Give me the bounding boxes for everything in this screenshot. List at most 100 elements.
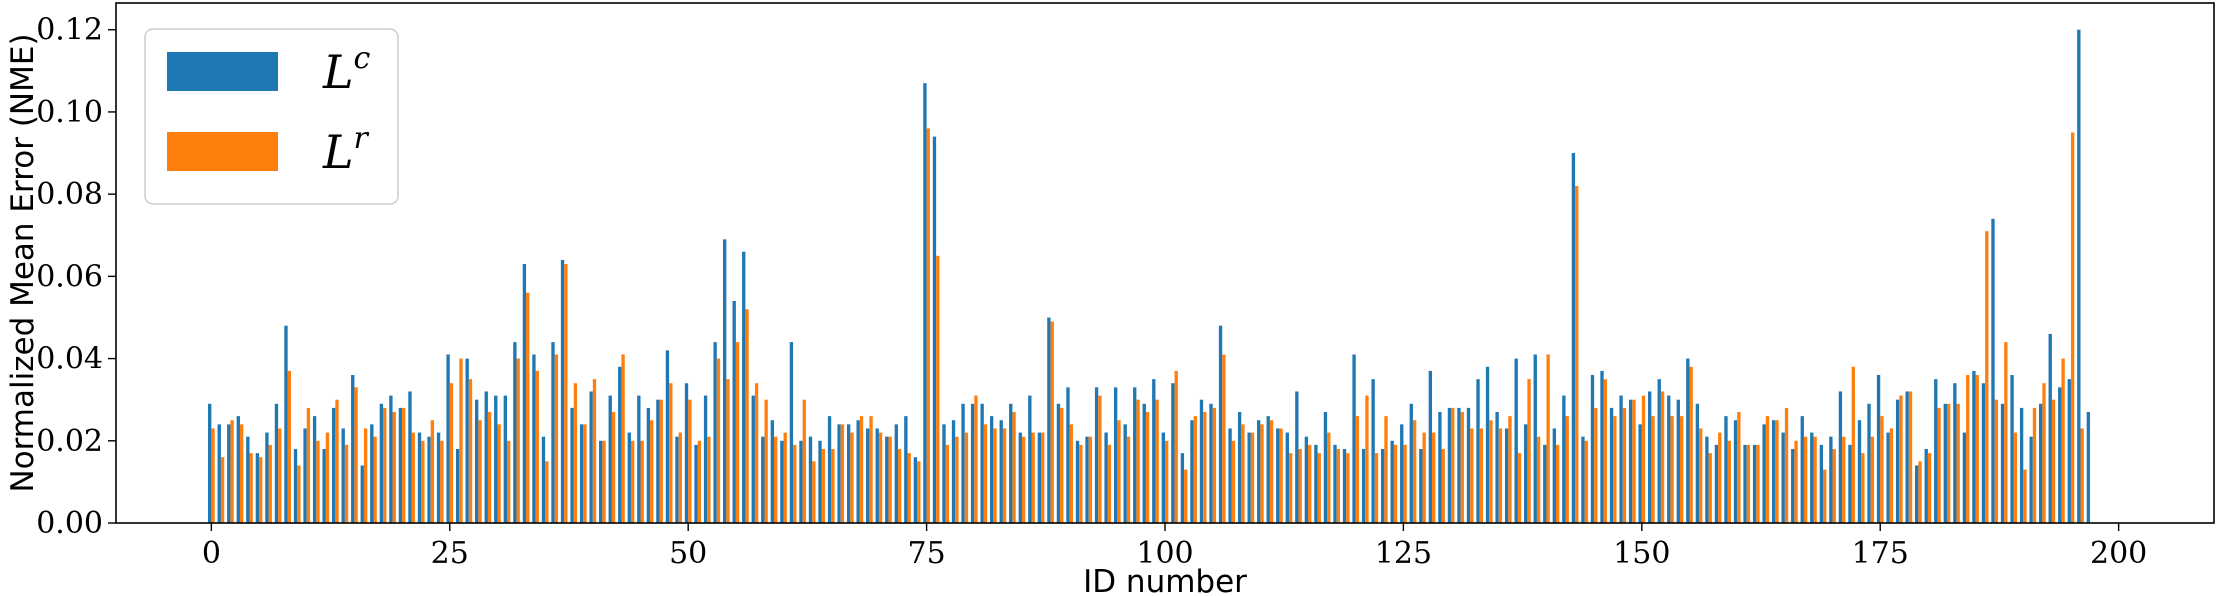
bar-lc-59 (770, 420, 775, 523)
bar-lc-127 (1419, 449, 1423, 523)
bar-lr-170 (1832, 449, 1836, 523)
bar-lr-109 (1250, 432, 1255, 523)
bar-lr-6 (268, 444, 272, 523)
bar-lc-27 (465, 358, 469, 523)
bar-lc-118 (1333, 444, 1337, 523)
bar-lr-60 (783, 432, 787, 523)
bar-lc-182 (1943, 403, 1947, 523)
bar-lr-111 (1269, 420, 1274, 523)
bar-lc-67 (846, 424, 851, 523)
bar-lr-177 (1899, 395, 1903, 523)
bar-lc-108 (1237, 412, 1242, 523)
bar-lr-83 (1002, 428, 1007, 523)
bar-lr-115 (1308, 444, 1312, 523)
bar-lc-12 (322, 449, 326, 523)
y-tick-label: 0.04 (36, 342, 103, 377)
bar-lc-149 (1628, 399, 1633, 523)
bar-lr-193 (2051, 399, 2056, 523)
bar-lr-168 (1813, 436, 1817, 523)
bar-lc-178 (1905, 391, 1909, 523)
bar-lc-2 (227, 424, 231, 523)
bar-lr-15 (354, 387, 358, 523)
bar-lr-101 (1174, 370, 1178, 523)
bar-lc-63 (808, 436, 813, 523)
bar-lc-141 (1552, 428, 1556, 523)
bar-lr-167 (1803, 436, 1808, 523)
bar-lr-159 (1727, 440, 1731, 523)
bar-lr-76 (936, 255, 940, 523)
legend-label-lc: Lc (322, 41, 371, 99)
bar-lc-6 (265, 432, 269, 523)
bar-lc-30 (494, 395, 498, 523)
bar-lr-155 (1689, 366, 1693, 523)
bar-lc-9 (293, 449, 298, 523)
bar-lr-53 (716, 358, 721, 523)
bar-lc-39 (579, 424, 584, 523)
bar-lr-113 (1288, 453, 1293, 523)
bar-lr-84 (1012, 412, 1016, 523)
y-axis: 0.00 0.02 0.04 0.06 0.08 0.10 0.12 (36, 13, 116, 541)
bar-lc-188 (2000, 403, 2005, 523)
bar-lc-159 (1724, 416, 1728, 523)
bar-lr-161 (1746, 444, 1751, 523)
bar-lr-48 (669, 383, 673, 523)
bar-lc-21 (408, 391, 412, 523)
bar-lr-12 (325, 432, 330, 523)
bar-lr-120 (1355, 416, 1360, 523)
bar-lr-104 (1203, 412, 1207, 523)
bar-lr-32 (516, 358, 520, 523)
bar-lc-176 (1886, 432, 1890, 523)
bar-lc-37 (560, 259, 565, 523)
bar-lr-160 (1737, 412, 1741, 523)
bar-lr-138 (1527, 379, 1531, 523)
legend-swatch-lr (167, 132, 278, 171)
bar-lc-194 (2058, 387, 2062, 523)
y-tick-label: 0.12 (36, 13, 103, 48)
bar-lc-150 (1638, 424, 1642, 523)
bar-lc-94 (1104, 432, 1108, 523)
bar-lc-189 (2010, 375, 2014, 523)
bar-lc-168 (1810, 432, 1814, 523)
bar-lr-169 (1823, 469, 1827, 523)
bar-lc-86 (1028, 395, 1032, 523)
bar-lr-103 (1193, 416, 1197, 523)
bar-lc-135 (1495, 412, 1499, 523)
bar-lc-112 (1276, 428, 1280, 523)
bar-lc-154 (1676, 399, 1680, 523)
bar-lc-41 (599, 440, 603, 523)
bar-lc-73 (904, 416, 908, 523)
bar-lr-139 (1536, 436, 1541, 523)
bar-lr-13 (335, 399, 339, 523)
bar-lr-56 (745, 309, 749, 523)
bar-lc-3 (236, 416, 240, 523)
bar-lr-145 (1594, 407, 1598, 523)
bar-lr-194 (2061, 358, 2065, 523)
bar-lr-188 (2004, 342, 2008, 523)
bar-lc-24 (436, 432, 441, 523)
bar-lr-59 (774, 436, 778, 523)
bar-lr-37 (564, 264, 568, 523)
bar-lr-62 (802, 399, 806, 523)
bar-lc-82 (990, 416, 994, 523)
bar-lr-23 (430, 420, 435, 523)
bar-lr-42 (611, 412, 616, 523)
x-tick-label: 175 (1852, 536, 1909, 571)
x-tick-label: 0 (202, 536, 221, 571)
bar-lr-119 (1346, 453, 1350, 523)
bar-lc-32 (513, 342, 517, 523)
bar-lc-33 (522, 264, 527, 523)
bar-lc-116 (1314, 444, 1318, 523)
x-tick-label: 100 (1136, 536, 1193, 571)
bar-lc-162 (1752, 444, 1757, 523)
bar-lr-44 (630, 440, 635, 523)
bar-lc-92 (1085, 436, 1089, 523)
bar-lc-65 (827, 416, 832, 523)
legend-swatch-lc (167, 52, 278, 91)
bar-lc-143 (1571, 153, 1576, 523)
bar-lr-16 (363, 428, 368, 523)
bar-lc-190 (2019, 407, 2024, 523)
bar-lc-62 (799, 440, 803, 523)
bar-lc-83 (999, 420, 1003, 523)
bar-lc-156 (1695, 403, 1700, 523)
bar-lc-128 (1428, 370, 1433, 523)
